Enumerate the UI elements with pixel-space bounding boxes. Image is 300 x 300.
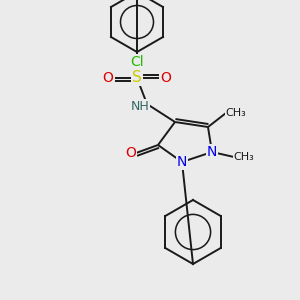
Text: NH: NH (130, 100, 149, 112)
Text: O: O (103, 71, 113, 85)
Text: CH₃: CH₃ (234, 152, 254, 162)
Text: O: O (160, 71, 171, 85)
Text: CH₃: CH₃ (226, 108, 246, 118)
Text: N: N (177, 155, 187, 169)
Text: O: O (126, 146, 136, 160)
Text: Cl: Cl (130, 55, 144, 69)
Text: N: N (207, 145, 217, 159)
Text: S: S (132, 70, 142, 86)
